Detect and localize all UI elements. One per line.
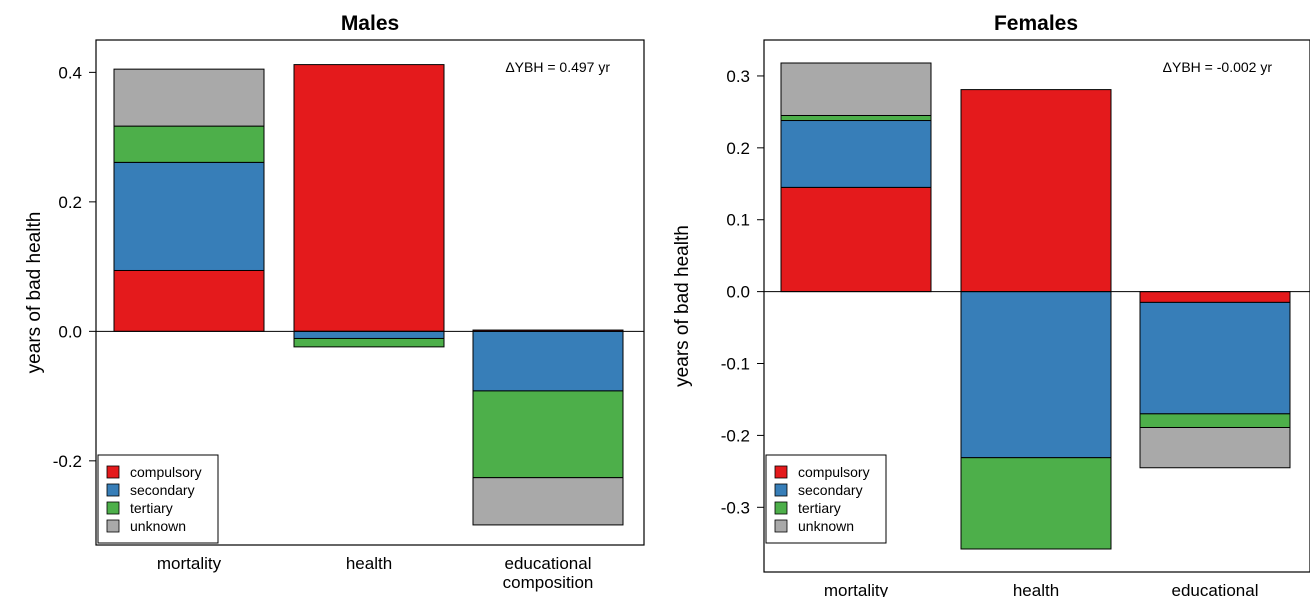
y-tick-label: 0.2 xyxy=(58,193,82,212)
x-category-label: mortality xyxy=(157,554,222,573)
delta-ybh-annotation: ΔYBH = 0.497 yr xyxy=(505,59,610,75)
x-category-label: educational xyxy=(1172,581,1259,597)
legend-swatch-secondary xyxy=(106,483,120,497)
y-tick-label: -0.1 xyxy=(721,355,750,374)
bar-secondary-health xyxy=(960,291,1112,459)
legend-swatch-tertiary xyxy=(774,501,788,515)
y-tick-label: -0.2 xyxy=(53,452,82,471)
y-tick-label: 0.0 xyxy=(58,322,82,341)
bar-compulsory-mortality xyxy=(113,269,265,332)
legend-swatch-compulsory xyxy=(774,465,788,479)
bar-secondary-mortality xyxy=(113,161,265,271)
x-category-label: mortality xyxy=(824,581,889,597)
legend-label-tertiary: tertiary xyxy=(798,500,841,516)
legend-swatch-unknown xyxy=(106,519,120,533)
legend-swatch-unknown xyxy=(774,519,788,533)
y-tick-label: 0.2 xyxy=(726,139,750,158)
y-tick-label: -0.2 xyxy=(721,426,750,445)
bar-secondary-educational-composition xyxy=(1139,301,1291,415)
legend-label-compulsory: compulsory xyxy=(130,464,202,480)
legend-label-secondary: secondary xyxy=(130,482,195,498)
y-tick-label: 0.4 xyxy=(58,63,82,82)
bar-unknown-educational-composition xyxy=(1139,426,1291,469)
plot-frame xyxy=(763,39,1310,573)
chart-panel-2: Females years of bad health -0.3 -0.2 -0.1 0.… xyxy=(672,12,1310,602)
bar-secondary-educational-composition xyxy=(472,330,624,392)
delta-ybh-annotation: ΔYBH = -0.002 yr xyxy=(1163,59,1273,75)
bar-unknown-mortality xyxy=(780,62,932,116)
bar-secondary-health xyxy=(293,330,445,339)
bar-unknown-mortality xyxy=(113,68,265,127)
bar-compulsory-mortality xyxy=(780,186,932,293)
legend-label-secondary: secondary xyxy=(798,482,863,498)
bar-unknown-educational-composition xyxy=(472,477,624,526)
x-category-label: health xyxy=(346,554,392,573)
y-tick-label: 0.1 xyxy=(726,211,750,230)
x-category-label: composition xyxy=(503,573,594,592)
bar-secondary-mortality xyxy=(780,120,932,188)
y-axis-label: years of bad health xyxy=(672,225,693,387)
legend-label-unknown: unknown xyxy=(130,518,186,534)
chart-title: Females xyxy=(994,12,1078,35)
bar-compulsory-health xyxy=(960,89,1112,293)
chart-panel-1: Males years of bad health -0.2 0.0 0.2 0.4 mor… xyxy=(24,12,645,592)
chart-title: Males xyxy=(341,12,399,35)
legend-label-unknown: unknown xyxy=(798,518,854,534)
x-category-label: health xyxy=(1013,581,1059,597)
x-category-label: educational xyxy=(505,554,592,573)
legend: compulsory secondary tertiary unknown xyxy=(97,454,219,544)
y-tick-label: 0.0 xyxy=(726,283,750,302)
bar-tertiary-health xyxy=(293,337,445,348)
bar-tertiary-health xyxy=(960,457,1112,550)
legend: compulsory secondary tertiary unknown xyxy=(765,454,887,544)
legend-label-tertiary: tertiary xyxy=(130,500,173,516)
plot-frame xyxy=(95,39,645,546)
y-tick-label: 0.3 xyxy=(726,67,750,86)
legend-label-compulsory: compulsory xyxy=(798,464,870,480)
bar-tertiary-mortality xyxy=(113,125,265,163)
bar-tertiary-mortality xyxy=(780,114,932,122)
legend-swatch-tertiary xyxy=(106,501,120,515)
bar-compulsory-health xyxy=(293,64,445,332)
bar-tertiary-educational-composition xyxy=(472,390,624,479)
bar-compulsory-educational-composition xyxy=(1139,291,1291,303)
legend-swatch-compulsory xyxy=(106,465,120,479)
legend-swatch-secondary xyxy=(774,483,788,497)
y-tick-label: -0.3 xyxy=(721,498,750,517)
y-axis-label: years of bad health xyxy=(24,212,45,374)
bar-tertiary-educational-composition xyxy=(1139,413,1291,428)
